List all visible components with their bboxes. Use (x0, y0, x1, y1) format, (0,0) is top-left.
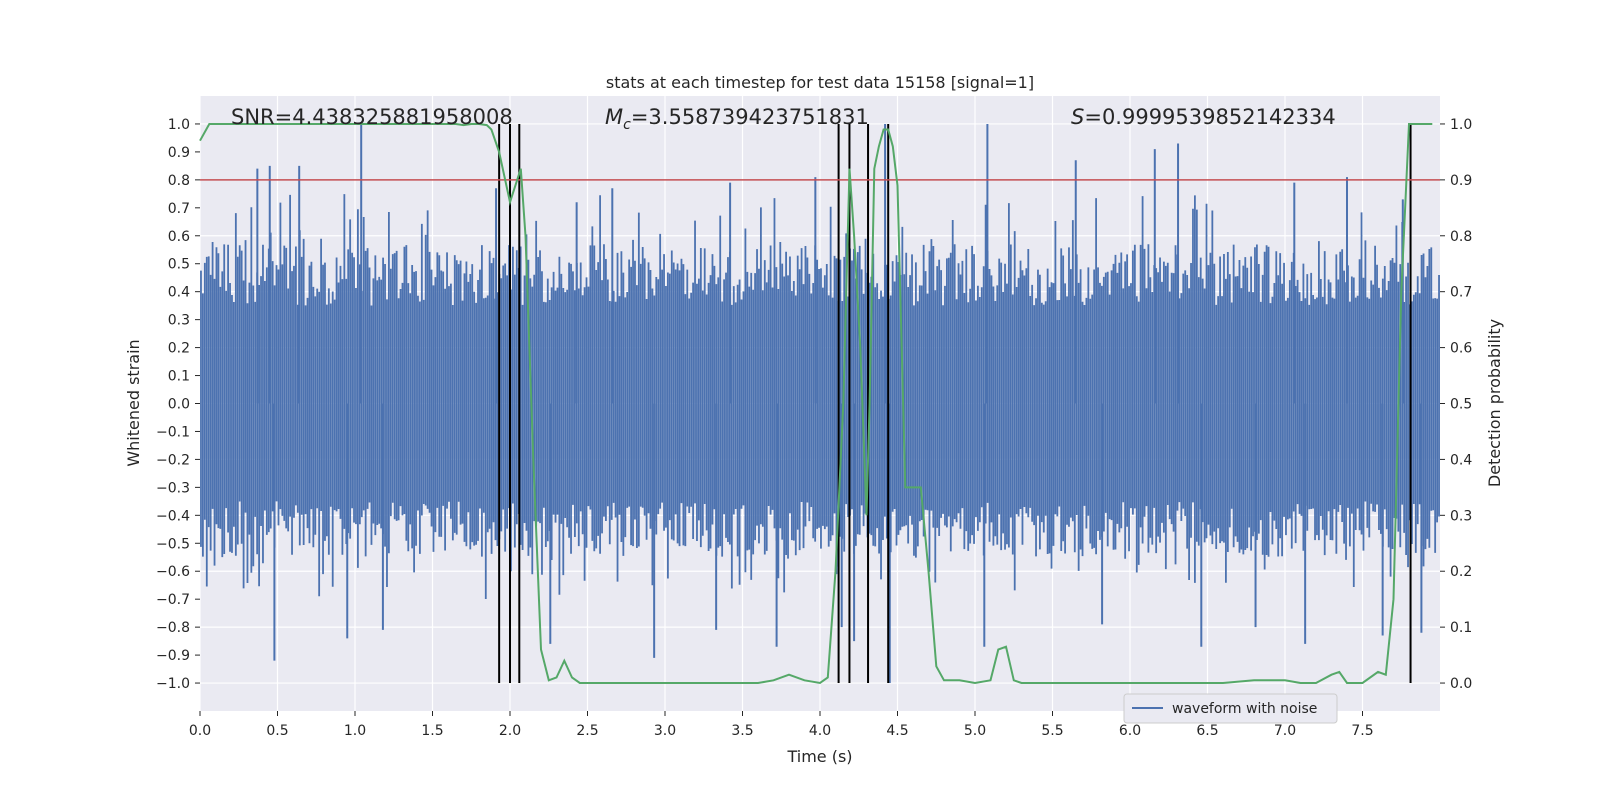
y-tick-label: −0.6 (156, 564, 190, 580)
y-tick-label: 0.6 (168, 229, 190, 245)
probability-series (199, 123, 1433, 685)
legend: waveform with noise (1123, 693, 1338, 724)
y-tick-label: 0.9 (168, 145, 190, 161)
y2-tick-label: 0.8 (1450, 229, 1472, 245)
y2-tick-label: 0.1 (1450, 620, 1472, 636)
x-axis-label: Time (s) (786, 747, 852, 766)
x-tick-label: 3.0 (654, 723, 676, 739)
signal-score-symbol: S (1071, 105, 1084, 129)
y-tick-label: 0.7 (168, 201, 190, 217)
x-tick-label: 4.0 (809, 723, 831, 739)
y2-tick-label: 0.0 (1450, 676, 1472, 692)
chirp-mass-symbol: M (605, 105, 623, 129)
x-tick-label: 6.0 (1119, 723, 1141, 739)
y2-tick-label: 0.6 (1450, 341, 1472, 357)
y-tick-label: 0.4 (168, 285, 190, 301)
y2-tick-label: 0.3 (1450, 508, 1472, 524)
y-tick-label: 1.0 (168, 117, 190, 133)
signal-score-annotation: S=0.9999539852142334 (1071, 105, 1336, 129)
y-tick-label: 0.1 (168, 369, 190, 385)
y-tick-label: 0.5 (168, 257, 190, 273)
chart-title: stats at each timestep for test data 151… (606, 73, 1034, 92)
signal-score-value: =0.9999539852142334 (1084, 105, 1335, 129)
x-tick-label: 4.5 (886, 723, 908, 739)
y-tick-label: −0.8 (156, 620, 190, 636)
snr-annotation: SNR=4.438325881958008 (231, 105, 513, 129)
y-tick-label: −1.0 (156, 676, 190, 692)
y-axis-ticks: 1.0 0.9 0.8 0.7 0.6 0.5 0.4 0.3 0.2 0.1 0.0 −0.1 −0.… (156, 117, 200, 692)
y2-axis-ticks: 1.0 0.9 0.8 0.7 0.6 0.5 0.4 0.3 0.2 0.1 0.0 (1440, 117, 1472, 692)
legend-label: waveform with noise (1172, 701, 1317, 717)
y2-tick-label: 0.4 (1450, 452, 1472, 468)
y-tick-label: 0.3 (168, 313, 190, 329)
y-tick-label: −0.1 (156, 424, 190, 440)
x-axis-ticks: 0.0 0.5 1.0 1.5 2.0 2.5 3.0 3.5 4.0 4.5 5.0 5.5 6.0 6… (189, 711, 1374, 739)
x-tick-label: 7.5 (1351, 723, 1373, 739)
x-tick-label: 6.5 (1196, 723, 1218, 739)
y-tick-label: 0.8 (168, 173, 190, 189)
x-tick-label: 2.0 (499, 723, 521, 739)
y2-tick-label: 0.5 (1450, 397, 1472, 413)
y2-axis-label: Detection probability (1485, 319, 1504, 487)
x-tick-label: 2.5 (576, 723, 598, 739)
y2-tick-label: 0.7 (1450, 285, 1472, 301)
y2-tick-label: 0.9 (1450, 173, 1472, 189)
y-tick-label: 0.2 (168, 341, 190, 357)
event-markers (498, 123, 1412, 684)
x-tick-label: 1.5 (421, 723, 443, 739)
x-tick-label: 5.0 (964, 723, 986, 739)
x-tick-label: 7.0 (1274, 723, 1296, 739)
y-tick-label: −0.5 (156, 536, 190, 552)
chirp-mass-annotation: Mc=3.558739423751831 (605, 105, 869, 133)
y-tick-label: −0.4 (156, 508, 190, 524)
x-tick-label: 0.5 (266, 723, 288, 739)
x-tick-label: 3.5 (731, 723, 753, 739)
x-tick-label: 0.0 (189, 723, 211, 739)
y-tick-label: 0.0 (168, 397, 190, 413)
waveform-series (200, 123, 1440, 684)
y-tick-label: −0.2 (156, 452, 190, 468)
y-tick-label: −0.7 (156, 592, 190, 608)
y-tick-label: −0.3 (156, 480, 190, 496)
x-tick-label: 1.0 (344, 723, 366, 739)
y-tick-label: −0.9 (156, 648, 190, 664)
y2-tick-label: 1.0 (1450, 117, 1472, 133)
y2-tick-label: 0.2 (1450, 564, 1472, 580)
chirp-mass-subscript: c (623, 117, 631, 133)
legend-box (1123, 693, 1338, 724)
x-tick-label: 5.5 (1041, 723, 1063, 739)
chirp-mass-value: =3.558739423751831 (631, 105, 869, 129)
y-axis-label: Whitened strain (124, 339, 143, 466)
